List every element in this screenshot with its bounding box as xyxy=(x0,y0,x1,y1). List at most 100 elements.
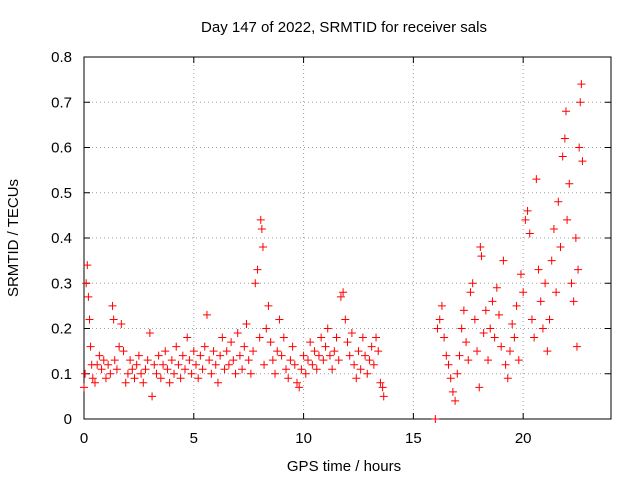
data-point xyxy=(521,215,530,224)
data-point xyxy=(431,415,440,423)
data-point xyxy=(481,306,490,315)
data-point xyxy=(97,365,106,374)
data-point xyxy=(145,329,154,338)
y-tick-labels: 0 0.1 0.2 0.3 0.4 0.5 0.6 0.7 0.8 xyxy=(51,49,72,428)
data-point xyxy=(558,152,567,161)
data-point xyxy=(301,369,310,378)
data-point xyxy=(530,333,539,342)
data-point xyxy=(497,342,506,351)
data-point xyxy=(378,383,387,392)
data-point xyxy=(379,392,388,401)
data-point xyxy=(323,324,332,333)
data-point xyxy=(108,301,117,310)
data-point xyxy=(117,319,126,328)
data-point xyxy=(271,369,280,378)
data-point xyxy=(490,333,499,342)
data-point xyxy=(242,319,251,328)
data-point xyxy=(310,347,319,356)
data-point xyxy=(126,356,135,365)
data-point xyxy=(484,356,493,365)
data-point xyxy=(196,351,205,360)
axis-ticks xyxy=(83,56,611,420)
data-point xyxy=(560,134,569,143)
data-point xyxy=(130,374,139,383)
data-point xyxy=(249,347,258,356)
y-tick-label: 0.3 xyxy=(51,275,72,292)
data-point xyxy=(200,342,209,351)
data-point xyxy=(183,333,192,342)
data-point xyxy=(220,365,229,374)
x-tick-labels: 0 5 10 15 20 xyxy=(80,430,532,447)
data-point xyxy=(516,270,525,279)
data-point xyxy=(224,360,233,369)
data-point xyxy=(141,365,150,374)
data-point xyxy=(473,347,482,356)
data-point xyxy=(81,369,90,378)
data-point xyxy=(486,324,495,333)
data-point xyxy=(561,107,570,116)
data-point xyxy=(306,338,315,347)
data-point xyxy=(106,369,115,378)
data-point xyxy=(150,360,159,369)
data-point xyxy=(479,329,488,338)
data-point xyxy=(264,301,273,310)
data-point xyxy=(246,369,255,378)
data-point xyxy=(227,338,236,347)
data-point xyxy=(527,315,536,324)
data-point xyxy=(258,243,267,252)
data-point xyxy=(185,356,194,365)
data-point xyxy=(545,315,554,324)
data-point xyxy=(569,297,578,306)
data-point xyxy=(303,356,312,365)
data-point xyxy=(172,342,181,351)
data-point xyxy=(115,342,124,351)
data-point xyxy=(549,224,558,233)
data-point xyxy=(554,197,563,206)
y-axis-title: SRMTID / TECUs xyxy=(5,179,22,297)
data-point xyxy=(295,383,304,392)
data-point xyxy=(440,333,449,342)
data-point xyxy=(187,369,196,378)
data-point xyxy=(444,360,453,369)
data-point xyxy=(354,347,363,356)
data-point xyxy=(455,351,464,360)
y-tick-label: 0.4 xyxy=(51,230,72,247)
data-point xyxy=(253,265,262,274)
data-point xyxy=(137,369,146,378)
data-point xyxy=(505,347,514,356)
data-point xyxy=(519,288,528,297)
data-point xyxy=(321,342,330,351)
data-point xyxy=(119,347,128,356)
data-point xyxy=(457,324,466,333)
data-point xyxy=(552,288,561,297)
data-point xyxy=(277,351,286,360)
data-point xyxy=(547,256,556,265)
data-point xyxy=(229,356,238,365)
data-point xyxy=(352,374,361,383)
grid-lines xyxy=(84,57,611,419)
data-point xyxy=(334,356,343,365)
data-point xyxy=(156,374,165,383)
data-point xyxy=(488,297,497,306)
y-tick-label: 0.5 xyxy=(51,185,72,202)
data-point xyxy=(152,369,161,378)
data-point xyxy=(459,306,468,315)
data-point xyxy=(325,351,334,360)
x-tick-label: 0 xyxy=(80,430,88,447)
data-point xyxy=(464,356,473,365)
data-point xyxy=(88,374,97,383)
data-point xyxy=(574,265,583,274)
data-point xyxy=(576,98,585,107)
data-point xyxy=(207,369,216,378)
data-point xyxy=(181,365,190,374)
data-point xyxy=(332,333,341,342)
x-tick-label: 5 xyxy=(190,430,198,447)
data-point xyxy=(268,356,277,365)
data-point xyxy=(345,351,354,360)
data-point xyxy=(299,351,308,360)
data-point xyxy=(512,301,521,310)
data-point xyxy=(178,351,187,360)
data-point xyxy=(292,378,301,387)
data-point xyxy=(163,365,172,374)
